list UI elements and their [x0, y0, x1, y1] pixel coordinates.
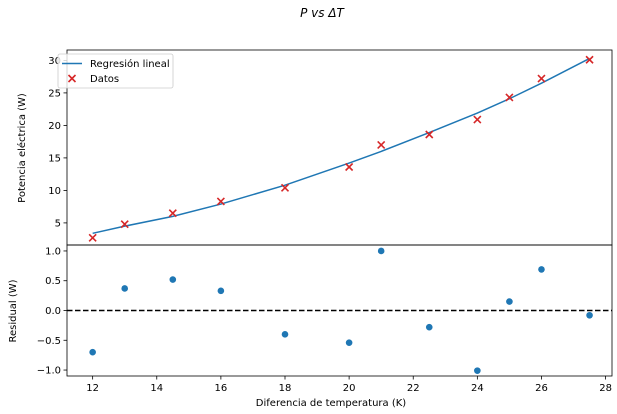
legend-label-data: Datos — [90, 74, 119, 85]
data-point-stroke-b — [425, 130, 434, 139]
residual-point — [89, 348, 96, 356]
x-tick-label: 20 — [343, 383, 356, 394]
bottom-y-axis-label: Residual (W) — [8, 279, 19, 342]
residual-points-group — [89, 247, 593, 374]
data-point-stroke-b — [216, 197, 225, 206]
bottom-y-tick-label: −1.0 — [37, 366, 61, 377]
data-point — [345, 162, 354, 172]
x-tick-label: 26 — [535, 383, 548, 394]
data-point-stroke-b — [585, 55, 594, 64]
x-tick-label: 24 — [471, 383, 484, 394]
data-point — [537, 74, 546, 83]
data-point — [216, 197, 225, 206]
top-panel: 5 10 15 20 25 30 Potencia eléctrica (W) Regre… — [16, 49, 613, 246]
data-point — [505, 93, 514, 102]
legend-x-marker-stroke-b — [67, 74, 77, 83]
x-tick-label: 28 — [599, 383, 612, 394]
top-y-tick-label: 30 — [48, 56, 61, 67]
x-tick-label: 22 — [407, 383, 420, 394]
x-axis-label: Diferencia de temperatura (K) — [256, 398, 406, 409]
data-point — [280, 183, 290, 192]
fit-line — [92, 57, 590, 235]
top-y-axis-label: Potencia eléctrica (W) — [16, 93, 28, 203]
legend-x-marker — [67, 74, 77, 83]
data-point — [377, 140, 386, 149]
data-point — [88, 233, 97, 242]
residual-point — [425, 323, 433, 331]
chart-title: P vs ΔT — [300, 6, 345, 20]
bottom-y-tick-label: 0.0 — [45, 306, 61, 317]
data-point — [120, 220, 129, 229]
residual-point — [586, 311, 593, 319]
data-point — [473, 115, 482, 124]
residual-point — [345, 339, 353, 346]
data-point-stroke-b — [88, 233, 97, 242]
x-tick-label: 16 — [215, 383, 228, 394]
residual-point — [538, 266, 545, 273]
residual-point — [474, 367, 481, 374]
data-points-group — [88, 55, 594, 242]
data-point-stroke-b — [280, 183, 290, 192]
top-y-tick-label: 10 — [48, 186, 61, 197]
bottom-y-tick-label: 1.0 — [45, 246, 61, 257]
data-point-stroke-b — [377, 140, 386, 149]
fit-line-group — [92, 57, 590, 235]
top-y-tick-label: 20 — [48, 121, 61, 132]
data-point-stroke-b — [505, 93, 514, 102]
data-point — [425, 130, 434, 139]
residual-point — [377, 247, 385, 255]
residual-point — [506, 298, 513, 305]
x-tick-label: 18 — [279, 383, 292, 394]
x-tick-label: 12 — [86, 383, 99, 394]
residual-point — [281, 331, 289, 338]
bottom-x-ticks: 12 14 16 18 20 22 24 26 28 — [86, 376, 612, 394]
legend: Regresión lineal Datos — [57, 53, 174, 89]
bottom-panel: −1.0 −0.5 0.0 0.5 1.0 12 14 16 18 20 22 24 26 28 Res… — [8, 244, 613, 409]
top-y-tick-label: 25 — [48, 88, 61, 99]
top-y-tick-label: 15 — [48, 153, 61, 164]
x-tick-label: 14 — [150, 383, 163, 394]
top-y-tick-label: 5 — [55, 218, 61, 229]
data-point — [168, 209, 177, 218]
bottom-y-tick-label: −0.5 — [37, 336, 61, 347]
residual-point — [217, 287, 225, 295]
data-point-stroke-b — [120, 220, 129, 229]
data-point-stroke-b — [473, 115, 482, 124]
bottom-y-ticks: −1.0 −0.5 0.0 0.5 1.0 — [37, 246, 67, 377]
data-point — [585, 55, 594, 64]
legend-label-fit: Regresión lineal — [90, 58, 170, 70]
residual-point — [169, 276, 177, 283]
residual-point — [121, 285, 129, 292]
data-point-stroke-b — [168, 209, 177, 218]
bottom-y-tick-label: 0.5 — [45, 276, 61, 287]
legend-x-swatch — [67, 74, 77, 83]
data-point-stroke-b — [345, 162, 354, 172]
data-point-stroke-b — [537, 74, 546, 83]
legend-box — [57, 53, 174, 89]
